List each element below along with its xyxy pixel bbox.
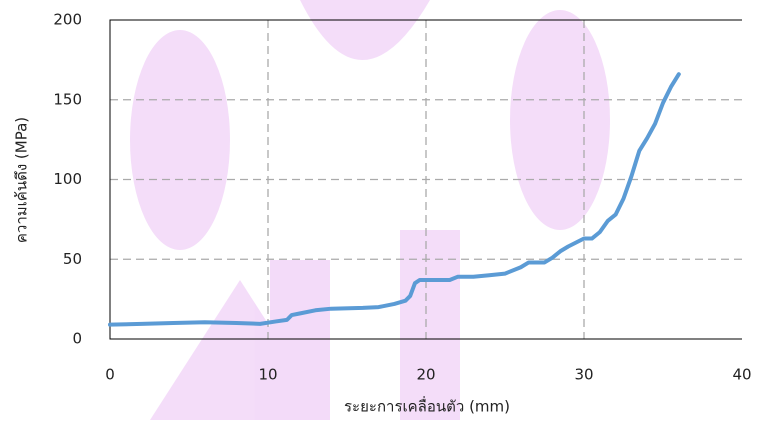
y-tick-label: 0 xyxy=(72,330,82,348)
x-axis-label: ระยะการเคลื่อนตัว (mm) xyxy=(344,396,510,416)
x-tick-label: 30 xyxy=(574,366,593,384)
x-tick-label: 10 xyxy=(258,366,277,384)
y-tick-label: 200 xyxy=(53,11,82,29)
y-tick-label: 100 xyxy=(53,170,82,188)
x-tick-label: 20 xyxy=(416,366,435,384)
line-series xyxy=(108,72,681,327)
x-tick-label: 40 xyxy=(732,366,751,384)
y-axis-label: ความเค้นดึง (MPa) xyxy=(13,117,31,243)
axis-frame xyxy=(109,19,742,340)
y-tick-label: 150 xyxy=(53,90,82,108)
watermark xyxy=(130,0,610,420)
y-tick-label: 50 xyxy=(63,250,82,268)
x-tick-label: 0 xyxy=(105,366,115,384)
